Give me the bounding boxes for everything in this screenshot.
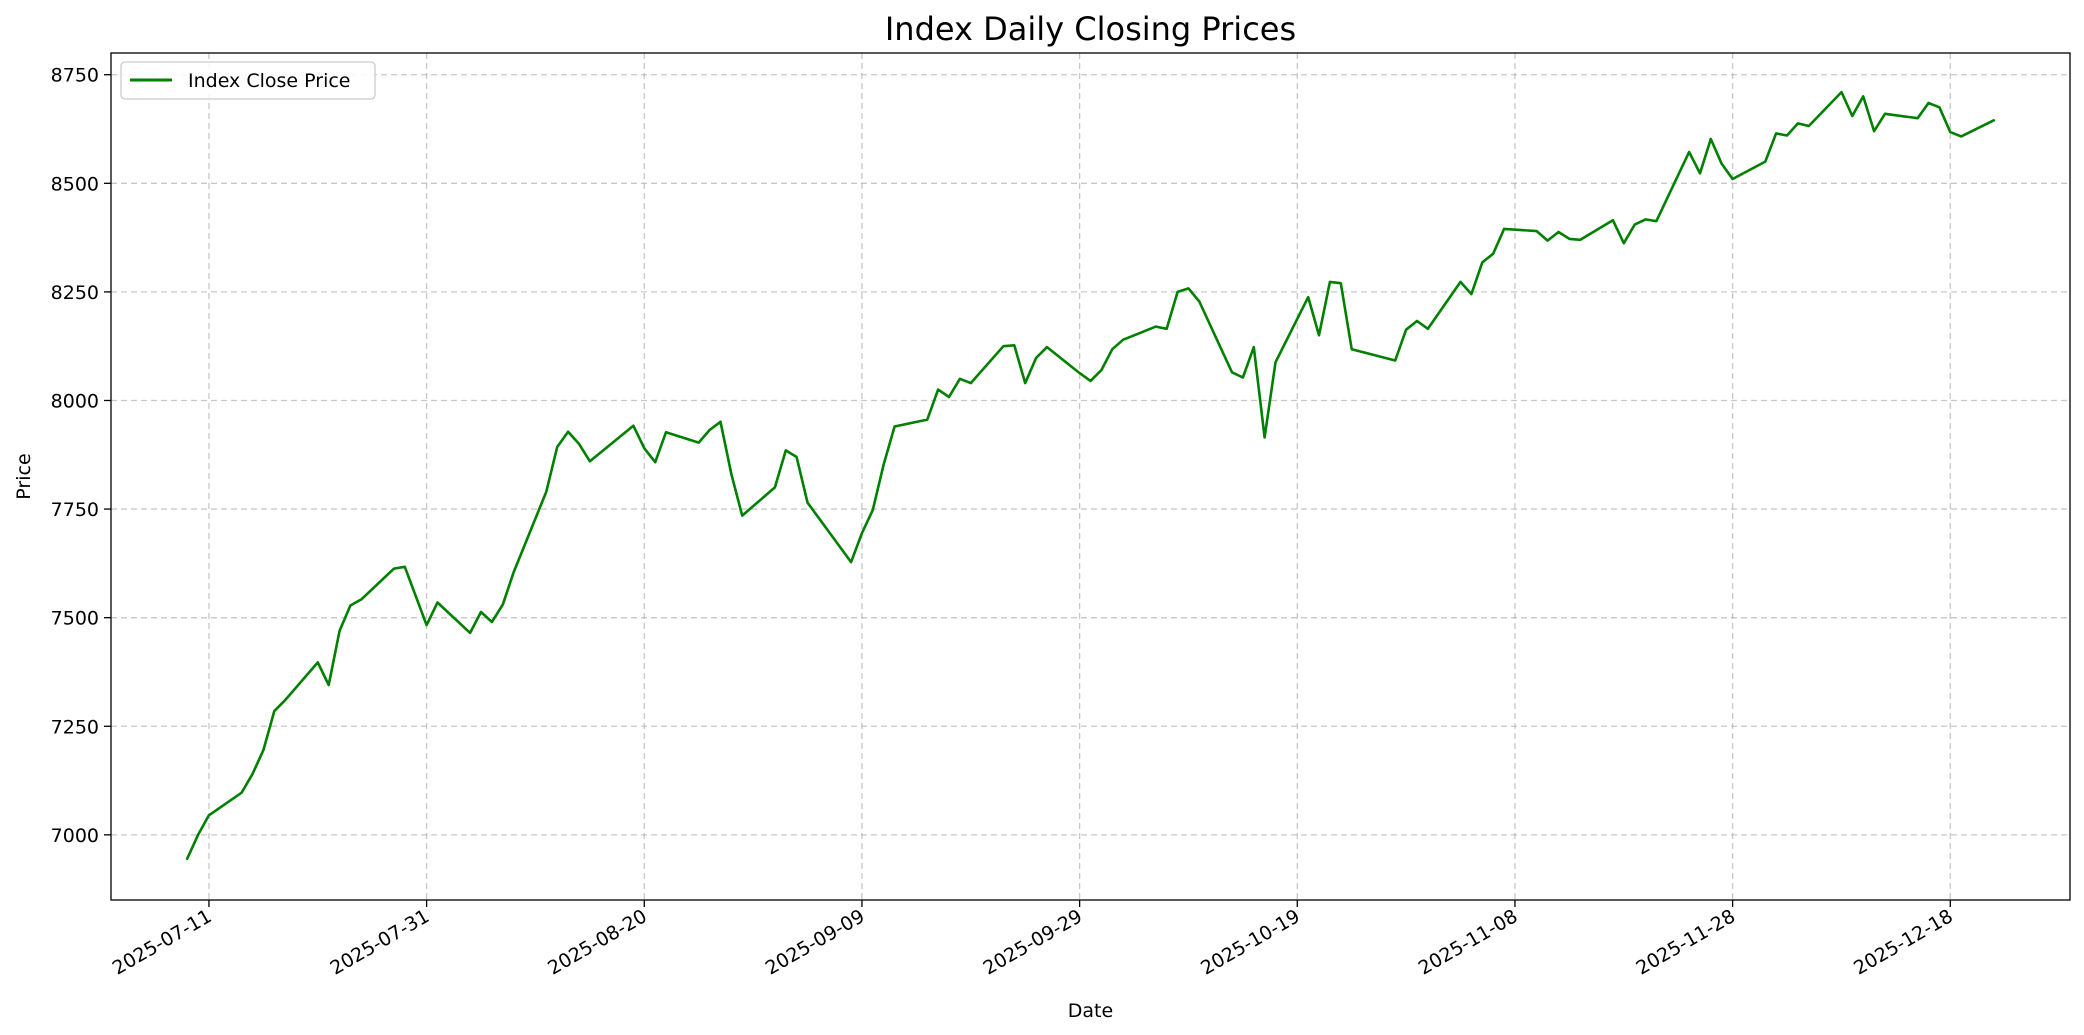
x-tick-label: 2025-11-08 — [1415, 905, 1522, 979]
x-axis-label: Date — [1068, 1000, 1113, 1022]
plot-area — [111, 53, 2070, 900]
axes-frame — [110, 52, 2071, 901]
x-tick-label: 2025-09-29 — [979, 905, 1086, 979]
y-tick-label: 8500 — [51, 173, 99, 195]
legend-box — [120, 61, 376, 100]
y-axis-ticks: 7000 7250 7500 7750 8000 8250 8500 8750 — [51, 65, 111, 847]
x-tick-label: 2025-07-11 — [109, 905, 216, 979]
x-tick-label: 2025-11-28 — [1632, 905, 1739, 979]
chart-title: Index Daily Closing Prices — [885, 10, 1296, 48]
series-layer — [185, 90, 1996, 861]
y-tick-label: 8000 — [51, 390, 99, 412]
x-tick-label: 2025-12-18 — [1850, 905, 1957, 979]
y-tick-label: 8750 — [51, 65, 99, 87]
x-tick-label: 2025-08-20 — [544, 905, 651, 979]
y-tick-label: 7000 — [51, 825, 99, 847]
series-line-index-close-price — [185, 90, 1996, 861]
y-tick-label: 7250 — [51, 716, 99, 738]
x-axis-ticks: 2025-07-11 2025-07-31 2025-08-20 2025-09-09… — [109, 900, 1957, 980]
x-tick-label: 2025-09-09 — [762, 905, 869, 979]
legend-entry-label: Index Close Price — [188, 70, 351, 92]
y-axis-label: Price — [13, 453, 35, 499]
y-tick-label: 7750 — [51, 499, 99, 521]
grid-lines — [111, 53, 2070, 900]
y-tick-label: 8250 — [51, 282, 99, 304]
x-tick-label: 2025-10-19 — [1197, 905, 1304, 979]
x-tick-label: 2025-07-31 — [326, 905, 433, 979]
legend: Index Close Price — [120, 61, 376, 100]
y-tick-label: 7500 — [51, 608, 99, 630]
